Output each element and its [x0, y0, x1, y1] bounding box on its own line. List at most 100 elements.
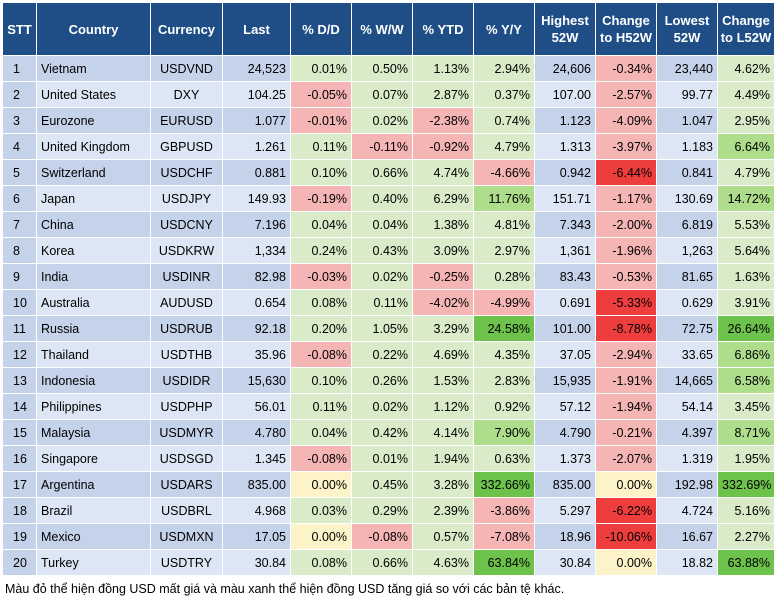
cell-lowest-52w: 1.047 [656, 107, 718, 134]
cell-highest-52w: 5.297 [534, 497, 596, 524]
table-row: 14 Philippines USDPHP 56.01 0.11% 0.02% 1.12% 0… [2, 393, 775, 420]
cell-stt: 12 [2, 341, 37, 368]
cell-lowest-52w: 33.65 [656, 341, 718, 368]
cell-highest-52w: 835.00 [534, 471, 596, 498]
cell-pct-dd: -0.08% [290, 445, 352, 472]
cell-change-h52w: 0.00% [595, 471, 657, 498]
cell-lowest-52w: 72.75 [656, 315, 718, 342]
cell-pct-ww: 0.66% [351, 159, 413, 186]
cell-change-h52w: -2.07% [595, 445, 657, 472]
header-yy: % Y/Y [473, 2, 535, 56]
header-ytd: % YTD [412, 2, 474, 56]
cell-last: 35.96 [222, 341, 291, 368]
table-row: 2 United States DXY 104.25 -0.05% 0.07% 2.87% 0… [2, 81, 775, 108]
table-row: 5 Switzerland USDCHF 0.881 0.10% 0.66% 4.74% -4… [2, 159, 775, 186]
cell-last: 56.01 [222, 393, 291, 420]
table-row: 4 United Kingdom GBPUSD 1.261 0.11% -0.11% -0.… [2, 133, 775, 160]
cell-pct-ww: 0.04% [351, 211, 413, 238]
table-row: 1 Vietnam USDVND 24,523 0.01% 0.50% 1.13% 2.94%… [2, 55, 775, 82]
cell-change-h52w: -0.53% [595, 263, 657, 290]
cell-change-h52w: -1.91% [595, 367, 657, 394]
cell-pct-ww: 0.42% [351, 419, 413, 446]
cell-pct-ytd: -0.25% [412, 263, 474, 290]
cell-last: 1.345 [222, 445, 291, 472]
cell-pct-yy: 11.76% [473, 185, 535, 212]
cell-pct-dd: -0.05% [290, 81, 352, 108]
cell-lowest-52w: 1.319 [656, 445, 718, 472]
cell-lowest-52w: 23,440 [656, 55, 718, 82]
cell-lowest-52w: 0.629 [656, 289, 718, 316]
cell-change-h52w: 0.00% [595, 549, 657, 576]
cell-pct-dd: -0.03% [290, 263, 352, 290]
cell-lowest-52w: 16.67 [656, 523, 718, 550]
cell-last: 1.077 [222, 107, 291, 134]
cell-highest-52w: 0.942 [534, 159, 596, 186]
table-row: 7 China USDCNY 7.196 0.04% 0.04% 1.38% 4.81% 7.3… [2, 211, 775, 238]
cell-change-h52w: -8.78% [595, 315, 657, 342]
cell-highest-52w: 0.691 [534, 289, 596, 316]
cell-highest-52w: 151.71 [534, 185, 596, 212]
cell-lowest-52w: 99.77 [656, 81, 718, 108]
cell-stt: 2 [2, 81, 37, 108]
cell-stt: 13 [2, 367, 37, 394]
cell-pct-yy: -4.66% [473, 159, 535, 186]
cell-pct-ytd: 1.12% [412, 393, 474, 420]
cell-stt: 17 [2, 471, 37, 498]
cell-pct-dd: 0.04% [290, 211, 352, 238]
cell-currency: USDCNY [150, 211, 223, 238]
header-ww: % W/W [351, 2, 413, 56]
cell-change-h52w: -10.06% [595, 523, 657, 550]
cell-last: 92.18 [222, 315, 291, 342]
cell-pct-ytd: -2.38% [412, 107, 474, 134]
cell-lowest-52w: 54.14 [656, 393, 718, 420]
cell-pct-ww: 0.50% [351, 55, 413, 82]
cell-pct-yy: 0.92% [473, 393, 535, 420]
cell-change-l52w: 6.86% [717, 341, 775, 368]
cell-change-l52w: 63.88% [717, 549, 775, 576]
cell-change-l52w: 8.71% [717, 419, 775, 446]
cell-stt: 8 [2, 237, 37, 264]
cell-country: Malaysia [36, 419, 151, 446]
table-row: 3 Eurozone EURUSD 1.077 -0.01% 0.02% -2.38% 0.7… [2, 107, 775, 134]
cell-pct-dd: 0.03% [290, 497, 352, 524]
cell-highest-52w: 107.00 [534, 81, 596, 108]
cell-stt: 4 [2, 133, 37, 160]
cell-pct-ytd: 4.69% [412, 341, 474, 368]
header-currency: Currency [150, 2, 223, 56]
cell-pct-ww: 0.66% [351, 549, 413, 576]
cell-last: 4.780 [222, 419, 291, 446]
cell-stt: 14 [2, 393, 37, 420]
cell-pct-ytd: 1.38% [412, 211, 474, 238]
cell-country: Philippines [36, 393, 151, 420]
cell-stt: 1 [2, 55, 37, 82]
header-stt: STT [2, 2, 37, 56]
cell-last: 15,630 [222, 367, 291, 394]
cell-lowest-52w: 4.397 [656, 419, 718, 446]
cell-change-h52w: -1.96% [595, 237, 657, 264]
cell-currency: USDMYR [150, 419, 223, 446]
header-row: STT Country Currency Last % D/D % W/W % … [2, 2, 775, 56]
table-row: 9 India USDINR 82.98 -0.03% 0.02% -0.25% 0.28% 8… [2, 263, 775, 290]
cell-currency: DXY [150, 81, 223, 108]
cell-pct-ww: 0.01% [351, 445, 413, 472]
cell-change-l52w: 26.64% [717, 315, 775, 342]
cell-currency: AUDUSD [150, 289, 223, 316]
cell-pct-dd: -0.01% [290, 107, 352, 134]
cell-highest-52w: 30.84 [534, 549, 596, 576]
cell-highest-52w: 1.373 [534, 445, 596, 472]
cell-pct-dd: -0.08% [290, 341, 352, 368]
cell-change-h52w: -5.33% [595, 289, 657, 316]
header-change-l52w: Change to L52W [717, 2, 775, 56]
cell-pct-yy: -3.86% [473, 497, 535, 524]
cell-pct-dd: 0.00% [290, 523, 352, 550]
cell-stt: 19 [2, 523, 37, 550]
cell-lowest-52w: 6.819 [656, 211, 718, 238]
cell-country: China [36, 211, 151, 238]
table-row: 10 Australia AUDUSD 0.654 0.08% 0.11% -4.02% -4… [2, 289, 775, 316]
cell-lowest-52w: 4.724 [656, 497, 718, 524]
header-last: Last [222, 2, 291, 56]
cell-change-l52w: 4.79% [717, 159, 775, 186]
table-row: 15 Malaysia USDMYR 4.780 0.04% 0.42% 4.14% 7.90… [2, 419, 775, 446]
cell-currency: USDARS [150, 471, 223, 498]
cell-last: 835.00 [222, 471, 291, 498]
